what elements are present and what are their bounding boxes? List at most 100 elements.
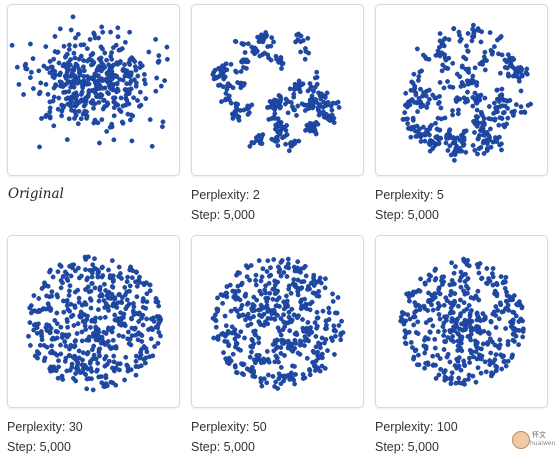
scatter-dot: [481, 116, 487, 121]
scatter-dot: [490, 339, 495, 345]
scatter-dot: [446, 37, 452, 42]
watermark-line2: huaiwen: [530, 440, 556, 447]
scatter-dot: [411, 71, 417, 77]
scatter-dot: [463, 66, 469, 72]
scatter-dot: [300, 325, 306, 331]
scatter-dot: [415, 319, 421, 325]
scatter-dot: [331, 323, 337, 329]
scatter-dot: [423, 360, 428, 366]
scatter-dot: [490, 274, 496, 280]
scatter-dot: [469, 77, 475, 83]
scatter-dot: [137, 280, 143, 285]
scatter-dot: [88, 305, 94, 311]
scatter-dot: [60, 280, 65, 286]
scatter-dot: [99, 117, 105, 123]
scatter-dot: [126, 341, 132, 347]
scatter-dot: [266, 273, 272, 279]
scatter-dot: [326, 305, 332, 311]
scatter-dot: [59, 113, 64, 119]
scatter-dot: [126, 329, 131, 335]
scatter-dot: [265, 258, 271, 264]
scatter-dot: [450, 310, 456, 316]
scatter-dot: [160, 119, 166, 125]
scatter-dot: [402, 328, 408, 334]
scatter-dot: [230, 85, 236, 91]
scatter-dot: [239, 280, 245, 286]
scatter-dot: [480, 311, 486, 317]
scatter-dot: [269, 311, 275, 317]
scatter-dot: [113, 101, 119, 107]
scatter-dot: [146, 49, 152, 55]
scatter-dot: [31, 327, 37, 333]
scatter-dot: [473, 379, 479, 385]
scatter-dot: [499, 141, 504, 147]
scatter-dot: [88, 365, 94, 371]
scatter-dot: [407, 298, 412, 304]
scatter-dot: [27, 75, 33, 81]
scatter-dot: [101, 298, 107, 303]
scatter-dot: [430, 323, 436, 329]
scatter-dot: [452, 323, 458, 329]
scatter-dot: [61, 43, 67, 49]
scatter-dot: [226, 342, 232, 348]
scatter-dot: [456, 148, 462, 154]
scatter-dot: [436, 141, 442, 147]
scatter-dot: [69, 314, 74, 320]
scatter-dot: [269, 35, 275, 40]
scatter-dot: [214, 75, 219, 81]
scatter-dot: [223, 290, 229, 296]
scatter-dot: [92, 319, 98, 325]
scatter-dot: [299, 297, 304, 303]
scatter-dot: [27, 343, 33, 348]
scatter-dot: [481, 54, 487, 60]
scatter-dot: [456, 375, 462, 381]
scatter-dot: [104, 293, 110, 298]
scatter-dot: [132, 59, 138, 64]
scatter-dot: [72, 101, 78, 106]
scatter-dot: [227, 282, 233, 288]
scatter-dot: [139, 315, 144, 321]
scatter-dot: [57, 26, 63, 32]
scatter-dot: [286, 283, 292, 289]
scatter-dot: [87, 37, 93, 42]
scatter-dot: [78, 370, 83, 376]
scatter-dot: [510, 317, 516, 323]
scatter-dot: [236, 117, 242, 123]
scatter-dot: [66, 89, 72, 95]
scatter-dot: [498, 70, 503, 76]
scatter-dot: [280, 135, 285, 141]
scatter-dot: [273, 340, 278, 346]
scatter-dot: [441, 347, 447, 352]
scatter-dot: [124, 81, 130, 87]
scatter-dot: [490, 311, 496, 317]
scatter-dot: [416, 96, 422, 101]
scatter-dot: [108, 29, 114, 35]
scatter-dot: [79, 338, 85, 344]
scatter-dot: [247, 277, 252, 283]
scatter-dot: [466, 81, 471, 87]
scatter-dot: [453, 380, 459, 386]
scatter-dot: [310, 360, 316, 365]
scatter-dot: [437, 127, 443, 133]
scatter-dot: [410, 115, 416, 121]
scatter-svg-original: [9, 14, 170, 150]
scatter-dot: [462, 363, 468, 369]
scatter-dot: [133, 332, 139, 338]
scatter-dot: [122, 62, 127, 67]
scatter-dot: [412, 348, 418, 354]
scatter-dot: [493, 352, 499, 358]
scatter-dot: [245, 41, 251, 47]
scatter-dot: [58, 70, 63, 76]
scatter-dot: [500, 110, 506, 116]
scatter-dot: [232, 38, 238, 44]
scatter-dot: [115, 300, 121, 306]
scatter-dot: [95, 120, 101, 126]
scatter-dot: [267, 290, 273, 296]
scatter-dot: [273, 135, 279, 141]
scatter-dot: [51, 123, 57, 129]
scatter-dot: [507, 296, 513, 302]
scatter-dot: [92, 117, 98, 123]
scatter-dot: [488, 126, 493, 132]
scatter-dot: [432, 294, 438, 300]
scatter-dot: [490, 266, 496, 271]
